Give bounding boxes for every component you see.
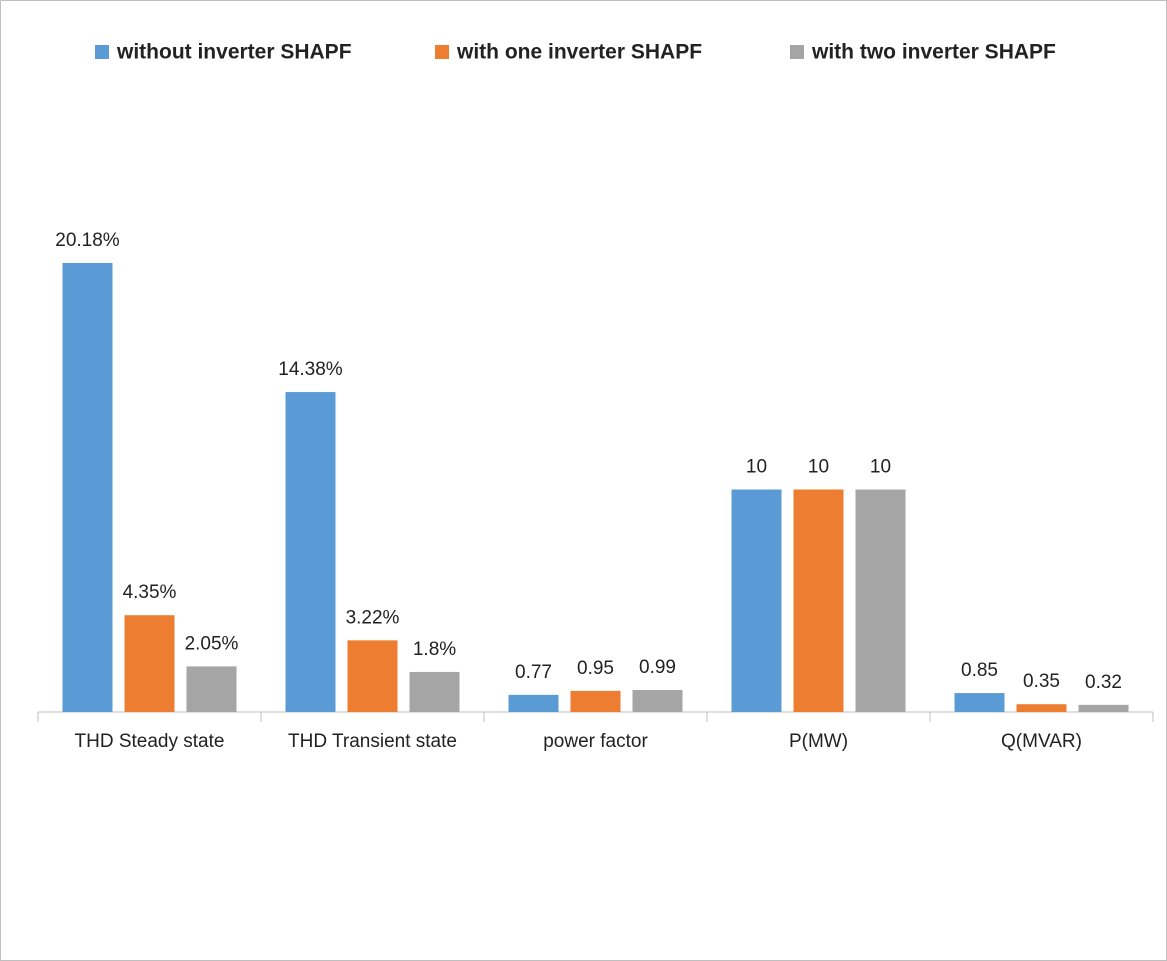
bar: [570, 690, 621, 712]
bar: [731, 489, 782, 712]
bar: [186, 666, 237, 712]
value-label: 0.35: [1023, 671, 1060, 692]
x-tick-label: THD Steady state: [75, 731, 225, 752]
value-label: 0.32: [1085, 672, 1122, 693]
bar: [1016, 704, 1067, 712]
x-tick-label: THD Transient state: [288, 731, 457, 752]
bar: [124, 615, 175, 712]
x-tick-label: Q(MVAR): [1001, 731, 1082, 752]
value-label: 10: [746, 457, 767, 478]
bar: [508, 694, 559, 712]
value-label: 20.18%: [55, 230, 120, 251]
bar: [62, 263, 113, 712]
value-label: 1.8%: [413, 639, 456, 660]
bar: [285, 392, 336, 712]
bar: [855, 489, 906, 712]
bar: [409, 671, 460, 712]
value-label: 0.95: [577, 658, 614, 679]
value-label: 0.99: [639, 657, 676, 678]
value-label: 10: [808, 457, 829, 478]
bar: [793, 489, 844, 712]
value-label: 10: [870, 457, 891, 478]
bar: [632, 689, 683, 712]
bar: [1078, 704, 1129, 712]
value-label: 0.85: [961, 660, 998, 681]
legend-swatch: [435, 45, 449, 59]
value-label: 14.38%: [278, 359, 343, 380]
x-tick-label: P(MW): [789, 731, 848, 752]
value-label: 4.35%: [123, 582, 177, 603]
legend-label: with two inverter SHAPF: [811, 41, 1056, 64]
x-tick-label: power factor: [543, 731, 648, 752]
bar: [954, 693, 1005, 712]
legend-label: without inverter SHAPF: [116, 41, 352, 64]
legend-label: with one inverter SHAPF: [456, 41, 702, 64]
legend-swatch: [790, 45, 804, 59]
value-label: 0.77: [515, 662, 552, 683]
value-label: 2.05%: [185, 633, 239, 654]
legend-swatch: [95, 45, 109, 59]
value-label: 3.22%: [346, 607, 400, 628]
bar: [347, 640, 398, 712]
